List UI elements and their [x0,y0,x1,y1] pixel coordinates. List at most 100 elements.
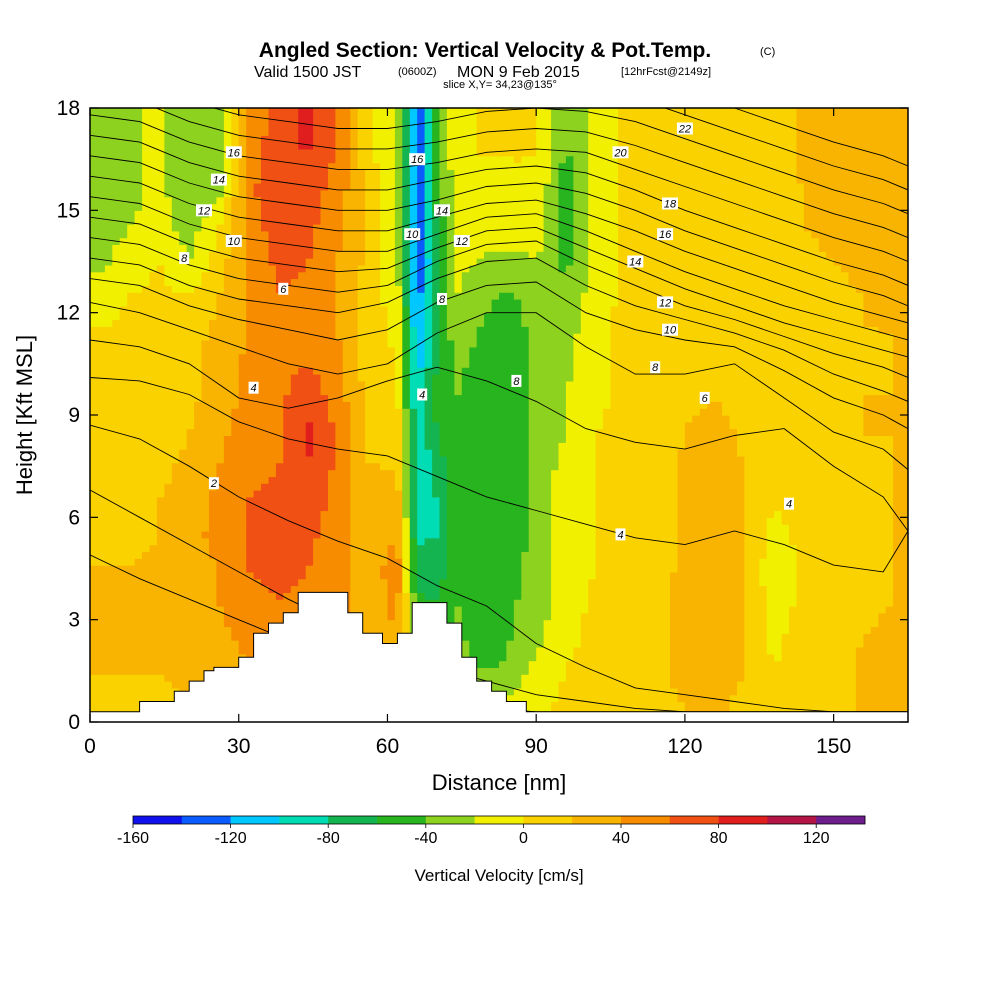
velocity-cell [156,176,165,184]
velocity-cell [238,571,247,580]
velocity-cell [194,667,203,675]
velocity-cell [112,108,121,116]
velocity-cell [298,217,307,225]
velocity-cell [342,537,351,546]
velocity-cell [246,353,255,361]
velocity-cell [216,251,225,259]
velocity-cell [171,230,180,239]
velocity-cell [261,121,269,129]
velocity-cell [104,694,113,703]
velocity-cell [402,599,411,607]
velocity-cell [156,237,165,245]
velocity-cell [194,585,203,593]
velocity-cell [201,264,210,273]
velocity-cell [484,217,493,225]
velocity-cell [209,490,217,498]
velocity-cell [246,544,255,552]
velocity-cell [179,387,188,396]
velocity-cell [186,189,195,198]
velocity-cell [365,551,374,559]
velocity-cell [275,121,284,129]
velocity-cell [119,114,128,123]
velocity-cell [246,496,255,505]
velocity-cell [394,537,403,546]
velocity-cell [469,319,478,327]
velocity-cell [424,264,433,273]
velocity-cell [275,278,284,286]
velocity-cell [149,169,158,177]
velocity-cell [313,449,322,457]
velocity-cell [365,469,374,477]
velocity-cell [469,449,478,457]
velocity-cell [194,169,203,177]
velocity-cell [335,340,344,348]
velocity-cell [290,578,299,587]
velocity-cell [127,176,136,184]
velocity-cell [380,237,388,245]
velocity-cell [164,421,173,430]
velocity-cell [201,305,210,314]
velocity-cell [238,606,247,614]
velocity-cell [476,612,485,621]
velocity-cell [432,510,441,518]
velocity-cell [156,360,165,368]
velocity-cell [127,455,136,464]
velocity-cell [231,647,240,655]
velocity-cell [164,551,173,559]
velocity-cell [268,299,277,307]
velocity-cell [380,114,388,123]
velocity-cell [112,681,121,689]
velocity-cell [253,592,262,600]
velocity-cell [372,237,381,245]
velocity-cell [209,415,217,423]
velocity-cell [417,319,426,327]
velocity-cell [97,531,106,539]
velocity-cell [283,271,292,280]
velocity-cell [446,394,455,402]
velocity-cell [231,169,240,177]
velocity-cell [446,435,455,443]
velocity-cell [461,421,470,430]
velocity-cell [313,258,322,266]
velocity-cell [305,121,314,129]
velocity-cell [231,571,240,580]
velocity-cell [342,319,351,327]
velocity-cell [491,251,500,259]
velocity-cell [268,421,277,430]
velocity-cell [305,237,314,245]
velocity-cell [328,319,336,327]
velocity-cell [461,524,470,532]
velocity-cell [97,578,106,587]
velocity-cell [469,428,478,436]
velocity-cell [305,162,314,170]
velocity-cell [201,380,210,389]
velocity-cell [380,442,388,450]
velocity-cell [90,203,98,211]
velocity-cell [149,360,158,368]
velocity-cell [342,374,351,382]
velocity-cell [194,565,203,573]
velocity-cell [357,108,366,116]
velocity-cell [104,469,113,477]
velocity-cell [454,476,463,484]
velocity-cell [476,183,485,191]
velocity-cell [261,326,269,334]
velocity-cell [335,408,344,416]
velocity-cell [328,285,336,293]
velocity-cell [186,490,195,498]
velocity-cell [223,585,232,593]
velocity-cell [446,230,455,239]
velocity-cell [164,142,173,150]
velocity-cell [298,544,307,552]
velocity-cell [365,531,374,539]
velocity-cell [432,503,441,512]
velocity-cell [149,428,158,436]
velocity-cell [97,496,106,505]
velocity-cell [238,108,247,116]
velocity-cell [90,353,98,361]
velocity-cell [253,285,262,293]
velocity-cell [372,210,381,218]
velocity-cell [461,367,470,375]
velocity-cell [127,660,136,668]
velocity-cell [484,537,493,546]
